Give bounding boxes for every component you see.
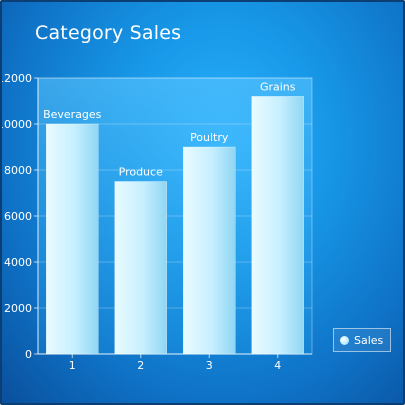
bar-produce: [114, 181, 167, 355]
labels: Beverages Produce Poultry Grains: [43, 80, 296, 178]
x-tick-label: 2: [137, 359, 144, 372]
x-tick-label: 4: [274, 359, 281, 372]
y-tick-label: 2000: [4, 302, 32, 315]
legend-label-sales: Sales: [354, 333, 384, 347]
y-tick-label: 4000: [4, 256, 32, 269]
legend-swatch-sales: [340, 335, 349, 345]
chart-title: Category Sales: [35, 22, 182, 44]
bar-data-label: Produce: [119, 166, 163, 179]
bars: [46, 96, 304, 355]
y-tick-label: 10000: [2, 118, 32, 131]
bar-data-label: Beverages: [43, 108, 102, 121]
x-tick-label: 1: [69, 359, 76, 372]
y-tick-label: 0: [25, 348, 32, 361]
bar-grains: [251, 96, 304, 355]
x-tick-label: 3: [206, 359, 213, 372]
bar-data-label: Grains: [260, 80, 296, 93]
bar-data-label: Poultry: [190, 131, 229, 144]
y-tick-label: 8000: [4, 164, 32, 177]
bar-beverages: [46, 123, 99, 355]
legend: Sales: [333, 328, 391, 352]
y-tick-label: 6000: [4, 210, 32, 223]
y-tick-label: 12000: [2, 72, 32, 85]
bar-poultry: [183, 146, 236, 355]
